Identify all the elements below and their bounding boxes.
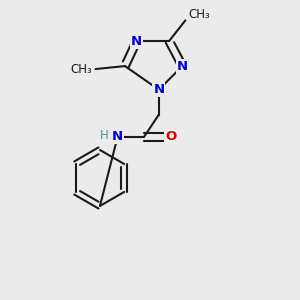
Text: CH₃: CH₃: [188, 8, 210, 21]
Text: CH₃: CH₃: [71, 62, 93, 76]
Text: N: N: [112, 130, 123, 143]
Text: N: N: [153, 83, 164, 96]
Text: H: H: [100, 129, 109, 142]
Text: N: N: [177, 60, 188, 73]
Text: O: O: [165, 130, 176, 143]
Text: N: N: [131, 34, 142, 48]
